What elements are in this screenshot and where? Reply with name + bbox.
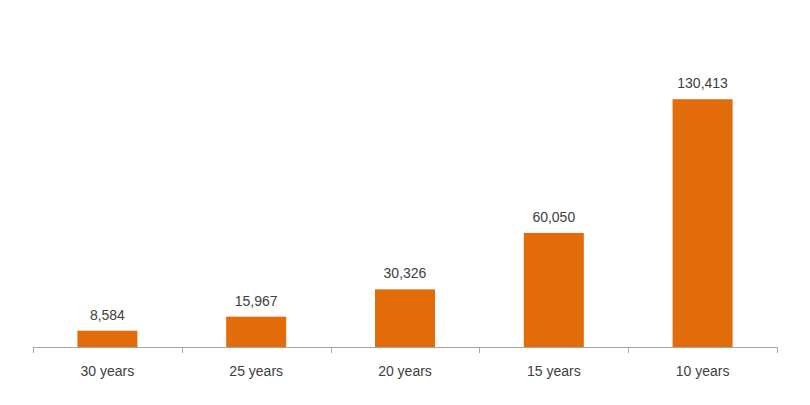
chart-container: 8,584 15,967 30,326 60,050 130,413 30 years 25… <box>0 0 810 405</box>
x-tick-label: 20 years <box>378 363 432 379</box>
category-divider <box>33 347 34 353</box>
x-tick-label: 10 years <box>676 363 730 379</box>
x-axis: 30 years 25 years 20 years 15 years 10 years <box>33 347 778 379</box>
data-labels: 8,584 15,967 30,326 60,050 130,413 <box>90 75 728 322</box>
category-divider <box>331 347 332 353</box>
data-label: 30,326 <box>384 265 427 281</box>
category-divider <box>182 347 183 353</box>
data-label: 130,413 <box>677 75 728 91</box>
bar <box>226 317 286 347</box>
category-divider <box>628 347 629 353</box>
bar <box>524 233 584 347</box>
bars <box>77 99 732 347</box>
x-tick-label: 15 years <box>527 363 581 379</box>
x-tick-label: 30 years <box>81 363 135 379</box>
chart: 8,584 15,967 30,326 60,050 130,413 30 years 25… <box>0 0 810 405</box>
bar <box>673 99 733 347</box>
x-axis-line <box>33 347 777 348</box>
data-label: 60,050 <box>532 209 575 225</box>
category-divider <box>479 347 480 353</box>
category-divider <box>777 347 778 353</box>
x-tick-label: 25 years <box>229 363 283 379</box>
bar <box>77 331 137 347</box>
data-label: 8,584 <box>90 307 125 323</box>
data-label: 15,967 <box>235 293 278 309</box>
bar <box>375 289 435 347</box>
